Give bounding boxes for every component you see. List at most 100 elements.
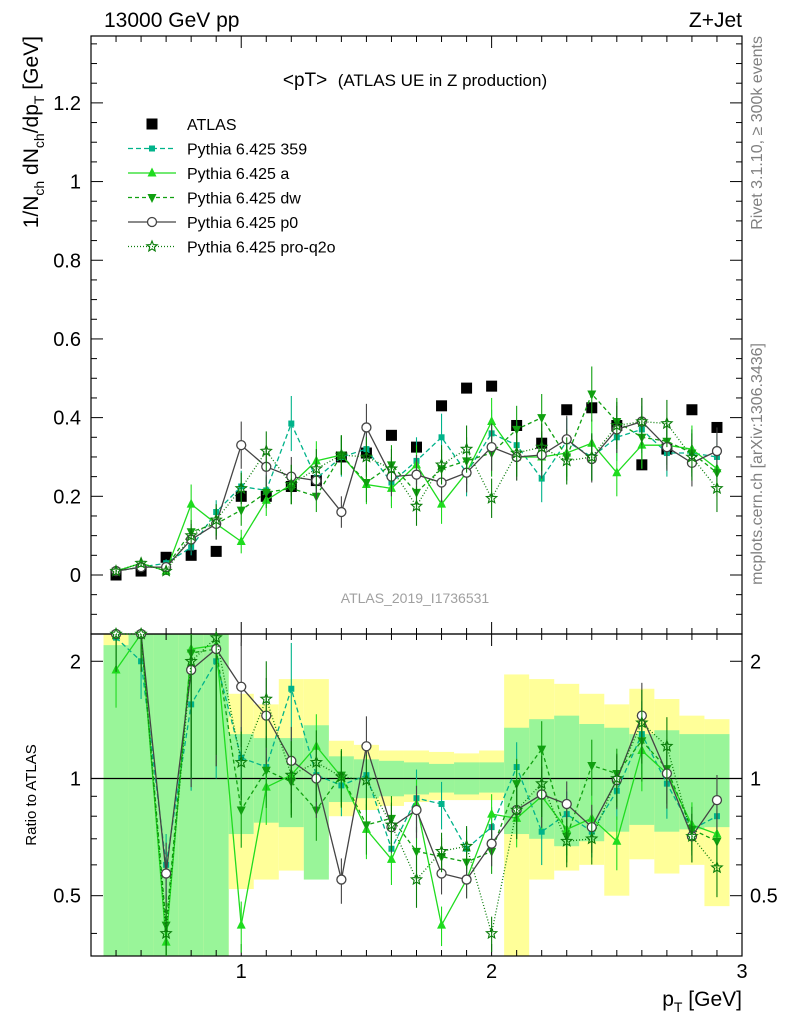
header-left: 13000 GeV pp (104, 9, 239, 32)
legend-item-pp0: Pythia 6.425 p0 (128, 215, 298, 232)
ratio-point-pp0 (486, 838, 497, 849)
point-atlas (210, 545, 222, 557)
chart-title-main: <pT> (283, 70, 327, 91)
ratio-point-pa (487, 808, 497, 818)
point-pq2o (635, 414, 649, 428)
point-pq2o (134, 556, 148, 569)
point-pa (186, 498, 196, 508)
ratio-point-p359 (538, 828, 545, 835)
point-pq2o (334, 447, 349, 461)
ratio-point-pq2o (284, 768, 298, 781)
point-pdw (361, 479, 371, 489)
legend-item-p359: Pythia 6.425 359 (128, 142, 307, 159)
ratio-point-pq2o (585, 831, 599, 845)
point-pq2o (685, 450, 699, 463)
point-pq2o (209, 512, 223, 526)
band-green (479, 762, 505, 793)
ratio-y-axis-label: Ratio to ATLAS (23, 744, 40, 845)
ratio-point-pp0 (160, 868, 172, 879)
x-tick-label: 1 (236, 961, 247, 983)
point-pdw (236, 506, 246, 516)
point-pq2o (109, 564, 123, 577)
legend-item-pdw: Pythia 6.425 dw (128, 191, 301, 208)
point-pq2o (485, 491, 499, 504)
side-label-top: Rivet 3.1.10, ≥ 300k events (749, 36, 766, 230)
ratio-point-p359 (288, 685, 295, 692)
ratio-series-pq2o (109, 626, 724, 956)
point-pdw (537, 414, 547, 424)
ratio-point-pq2o (109, 626, 123, 640)
ratio-point-pq2o (409, 872, 424, 886)
ratio-point-pq2o (234, 755, 248, 768)
ratio-point-pq2o (184, 654, 198, 667)
ratio-point-pq2o (434, 844, 449, 858)
point-pq2o (660, 416, 674, 430)
point-pq2o (535, 440, 549, 453)
ratio-point-pq2o (309, 755, 324, 769)
point-pp0 (411, 469, 422, 480)
point-pq2o (309, 461, 324, 475)
point-pq2o (610, 418, 624, 432)
point-pp0 (236, 440, 247, 451)
point-pp0 (336, 506, 347, 518)
point-atlas (160, 551, 172, 563)
ratio-point-pq2o (685, 829, 699, 842)
point-pdw (261, 488, 271, 498)
point-pq2o (710, 481, 724, 495)
ratio-point-pq2o (660, 739, 674, 752)
ratio-tick-label-right: 0.5 (750, 886, 778, 908)
point-pp0 (711, 445, 723, 457)
y-tick-label: 0 (70, 565, 81, 587)
ratio-point-pp0 (411, 804, 422, 816)
point-pdw (587, 390, 597, 400)
ratio-point-pq2o (384, 817, 399, 831)
legend-item-pq2o: Pythia 6.425 pro-q2o (128, 239, 336, 257)
legend-marker (147, 194, 157, 203)
legend-item-atlas: ATLAS (146, 117, 237, 134)
ratio-point-pq2o (635, 715, 649, 729)
ratio-point-pp0 (336, 874, 347, 885)
point-pq2o (434, 457, 449, 471)
point-pa (437, 498, 447, 508)
point-atlas (436, 400, 448, 412)
ratio-point-pdw (512, 780, 522, 790)
legend-label: ATLAS (187, 117, 237, 134)
point-pq2o (384, 461, 399, 475)
legend-label: Pythia 6.425 p0 (187, 215, 298, 232)
ratio-tick-label: 1 (70, 768, 81, 790)
legend-label: Pythia 6.425 pro-q2o (187, 240, 336, 257)
data-series (109, 366, 724, 956)
ratio-point-pdw (236, 806, 246, 816)
ratio-point-pq2o (159, 926, 173, 940)
point-atlas (385, 429, 397, 441)
point-p359 (438, 434, 445, 441)
legend-label: Pythia 6.425 359 (187, 142, 307, 159)
y-tick-label: 0.2 (53, 486, 81, 508)
ratio-point-p359 (438, 800, 445, 807)
point-pq2o (509, 446, 524, 459)
legend-marker (149, 145, 155, 152)
ratio-tick-label-right: 2 (750, 651, 761, 673)
y-axis-label: 1/Nch dNch/dpT [GeV] (20, 36, 47, 228)
ratio-point-pdw (412, 847, 421, 857)
point-pq2o (409, 499, 424, 512)
ratio-point-pq2o (485, 926, 499, 940)
ratio-point-pa (437, 919, 447, 929)
point-atlas (561, 404, 573, 416)
y-tick-label: 1.2 (53, 93, 81, 115)
ratio-point-pdw (587, 761, 597, 771)
point-pq2o (284, 477, 298, 491)
ratio-point-pa (612, 835, 622, 845)
point-pp0 (486, 441, 497, 453)
legend-label: Pythia 6.425 a (187, 166, 289, 183)
point-pq2o (234, 481, 248, 495)
chart-title: <pT> (ATLAS UE in Z production) (283, 70, 547, 91)
point-pq2o (184, 528, 198, 542)
side-label-bottom: mcplots.cern.ch [arXiv:1306.3436] (749, 343, 766, 585)
point-pa (236, 536, 246, 546)
ratio-point-pp0 (561, 798, 572, 810)
y-tick-label: 0.6 (53, 329, 81, 351)
ratio-tick-label: 0.5 (53, 886, 81, 908)
ratio-point-pq2o (134, 626, 148, 640)
